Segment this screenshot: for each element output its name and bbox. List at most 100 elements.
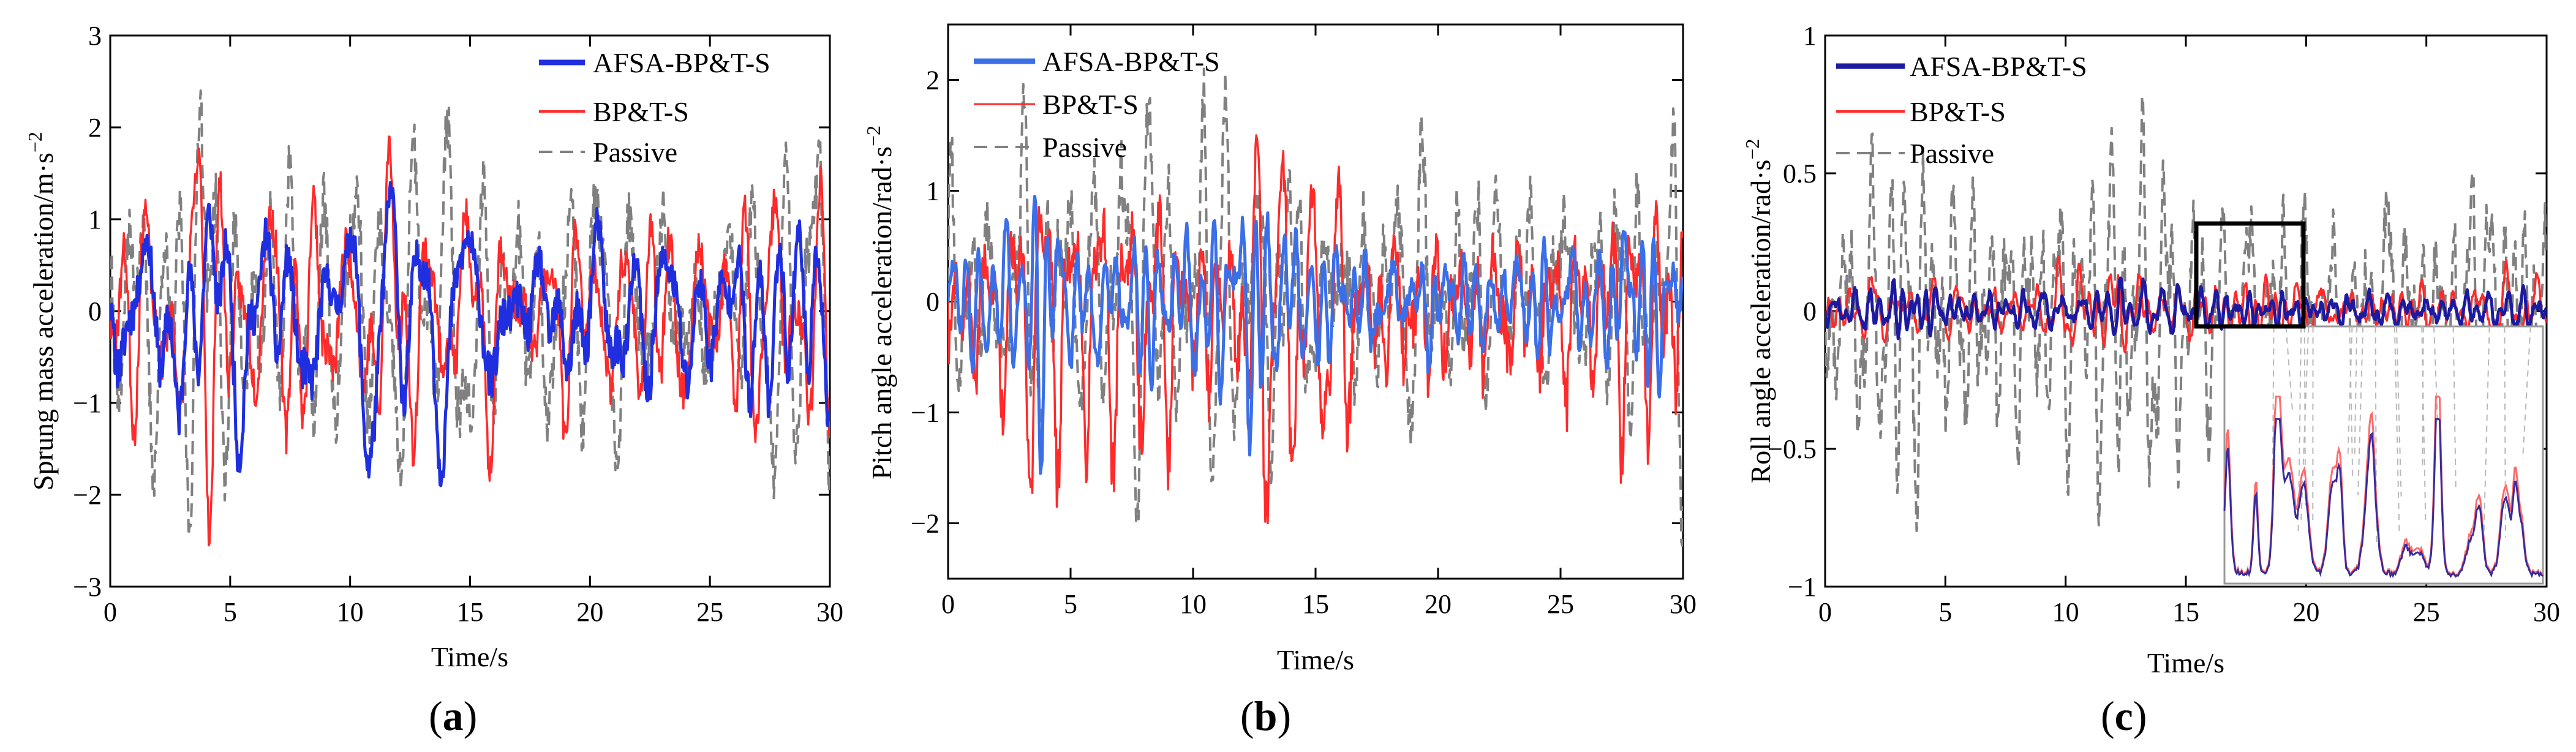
panel-b-x-ticks: 0 5 10 15 20 25 30 — [941, 24, 1697, 619]
b-x-tick-label: 30 — [1670, 589, 1697, 619]
a-x-tick-label: 0 — [104, 597, 117, 627]
panel-b-y-label: Pitch angle acceleration/rad·s−2 — [862, 126, 897, 479]
a-x-tick-label: 10 — [337, 597, 364, 627]
panel-a-legend-afsa-label: AFSA-BP&T-S — [593, 47, 770, 78]
panel-c-x-ticks: 0 5 10 15 20 25 30 — [1818, 36, 2560, 627]
a-y-tick-label: 2 — [88, 113, 102, 143]
b-x-tick-label: 25 — [1547, 589, 1574, 619]
a-y-tick-label: 3 — [88, 21, 102, 51]
inset-passive-trace — [2349, 326, 2354, 481]
panel-c-label: (c) — [2101, 693, 2147, 739]
b-x-tick-label: 15 — [1302, 589, 1329, 619]
b-series-group — [948, 67, 1683, 547]
panel-b-label: (b) — [1240, 693, 1291, 739]
c-x-tick-label: 10 — [2052, 597, 2079, 627]
a-x-tick-label: 5 — [224, 597, 237, 627]
panel-a-y-label: Sprung mass acceleration/m·s−2 — [24, 132, 59, 491]
panel-a-legend: AFSA-BP&T-S BP&T-S Passive — [539, 47, 770, 168]
a-y-tick-label: −3 — [73, 572, 102, 602]
panel-b-y-ticks: −2 −1 0 1 2 — [911, 66, 1683, 539]
panel-c-plot-area — [1825, 95, 2547, 547]
c-x-tick-label: 15 — [2172, 597, 2199, 627]
c-series-afsa — [1825, 276, 2547, 340]
panel-b-label-close: ) — [1277, 693, 1291, 739]
b-y-tick-label: 2 — [926, 66, 940, 96]
b-x-tick-label: 5 — [1064, 589, 1077, 619]
inset-passive-trace — [2482, 326, 2490, 553]
panel-c-y-ticks: −1 −0.5 0 0.5 1 — [1768, 21, 2547, 602]
c-y-tick-label: 1 — [1803, 21, 1817, 51]
c-y-tick-label: −1 — [1788, 572, 1817, 602]
a-y-tick-label: −1 — [73, 388, 102, 418]
panel-a-x-ticks: 0 5 10 15 20 25 30 — [104, 36, 843, 627]
panel-c-label-open: ( — [2101, 693, 2115, 739]
c-x-tick-label: 20 — [2292, 597, 2319, 627]
c-y-tick-label: 0.5 — [1783, 159, 1817, 189]
panel-b-x-label: Time/s — [1277, 644, 1354, 675]
inset-frame — [2223, 325, 2544, 585]
panel-b-y-label-group: Pitch angle acceleration/rad·s−2 — [862, 126, 897, 479]
panel-c-label-close: ) — [2133, 693, 2147, 739]
inset-passive-trace — [2452, 326, 2457, 492]
panel-a-plot-area — [110, 89, 830, 547]
panel-a-label-close: ) — [464, 693, 478, 739]
panel-c-zoom-inset — [2223, 325, 2544, 585]
panel-c-legend: AFSA-BP&T-S BP&T-S Passive — [1836, 51, 2087, 169]
panel-c-y-label-text: Roll angle acceleration/rad·s — [1745, 160, 1776, 484]
b-series-passive — [948, 67, 1683, 547]
c-x-tick-label: 25 — [2413, 597, 2440, 627]
panel-a-y-label-exp: −2 — [24, 132, 46, 152]
inset-passive-trace — [2297, 326, 2302, 533]
c-y-tick-label: −0.5 — [1768, 434, 1817, 464]
panel-c-y-label: Roll angle acceleration/rad·s−2 — [1741, 139, 1776, 484]
panel-c-label-letter: c — [2115, 693, 2133, 739]
panel-c-x-label: Time/s — [2147, 647, 2224, 679]
b-y-tick-label: −1 — [911, 398, 940, 428]
panel-a-label-open: ( — [429, 693, 443, 739]
c-y-tick-label: 0 — [1803, 296, 1817, 326]
a-x-tick-label: 20 — [576, 597, 603, 627]
b-y-tick-label: 1 — [926, 176, 940, 206]
b-y-tick-label: 0 — [926, 287, 940, 317]
panel-c-y-label-exp: −2 — [1741, 139, 1763, 160]
panel-b-y-label-text: Pitch angle acceleration/rad·s — [866, 146, 897, 479]
panel-a-legend-passive-label: Passive — [593, 137, 677, 168]
b-series-afsa — [948, 195, 1683, 475]
panel-c-zoom-box — [2194, 221, 2306, 329]
panel-c-legend-afsa-label: AFSA-BP&T-S — [1910, 51, 2087, 82]
inset-passive-trace — [2375, 326, 2378, 547]
panel-c-legend-bp-label: BP&T-S — [1910, 96, 2006, 127]
panel-a-y-label-group: Sprung mass acceleration/m·s−2 — [24, 132, 59, 491]
panel-a-y-ticks: −3 −2 −1 0 1 2 3 — [73, 21, 830, 602]
inset-series-afsa — [2223, 418, 2544, 579]
panel-a-y-label-text: Sprung mass acceleration/m·s — [28, 152, 59, 491]
a-x-tick-label: 25 — [696, 597, 723, 627]
inset-passive-trace — [2522, 326, 2531, 459]
panel-a-label-letter: a — [443, 693, 464, 739]
panel-b-y-label-exp: −2 — [862, 126, 884, 146]
panel-c: −1 −0.5 0 0.5 1 0 5 10 15 20 25 30 AFSA-BP&T-S BP&… — [1741, 21, 2560, 739]
inset-passive-trace — [2504, 326, 2506, 537]
panel-a: −3 −2 −1 0 1 2 3 0 5 10 15 20 25 30 AFSA-BP&T-S BP&T… — [24, 21, 843, 739]
a-series-bp — [110, 135, 830, 547]
panel-a-label: (a) — [429, 693, 477, 739]
b-series-bp — [948, 134, 1683, 525]
panel-b-legend: AFSA-BP&T-S BP&T-S Passive — [974, 46, 1220, 163]
b-x-tick-label: 10 — [1180, 589, 1207, 619]
panel-b-plot-area — [948, 67, 1683, 547]
panel-a-x-label: Time/s — [431, 641, 508, 672]
inset-passive-trace — [2433, 326, 2439, 423]
b-y-tick-label: −2 — [911, 509, 940, 539]
panel-b-legend-afsa-label: AFSA-BP&T-S — [1042, 46, 1220, 77]
b-x-tick-label: 0 — [941, 589, 955, 619]
a-y-tick-label: 0 — [88, 296, 102, 326]
c-x-tick-label: 0 — [1818, 597, 1832, 627]
b-x-tick-label: 20 — [1425, 589, 1452, 619]
panel-b: −2 −1 0 1 2 0 5 10 15 20 25 30 AFSA-BP&T-S BP&T-S … — [862, 23, 1697, 739]
inset-passive-trace — [2393, 326, 2400, 533]
panel-c-y-label-group: Roll angle acceleration/rad·s−2 — [1741, 139, 1776, 484]
panel-b-label-open: ( — [1240, 693, 1254, 739]
a-series-afsa — [110, 181, 830, 487]
panel-a-legend-bp-label: BP&T-S — [593, 96, 689, 127]
